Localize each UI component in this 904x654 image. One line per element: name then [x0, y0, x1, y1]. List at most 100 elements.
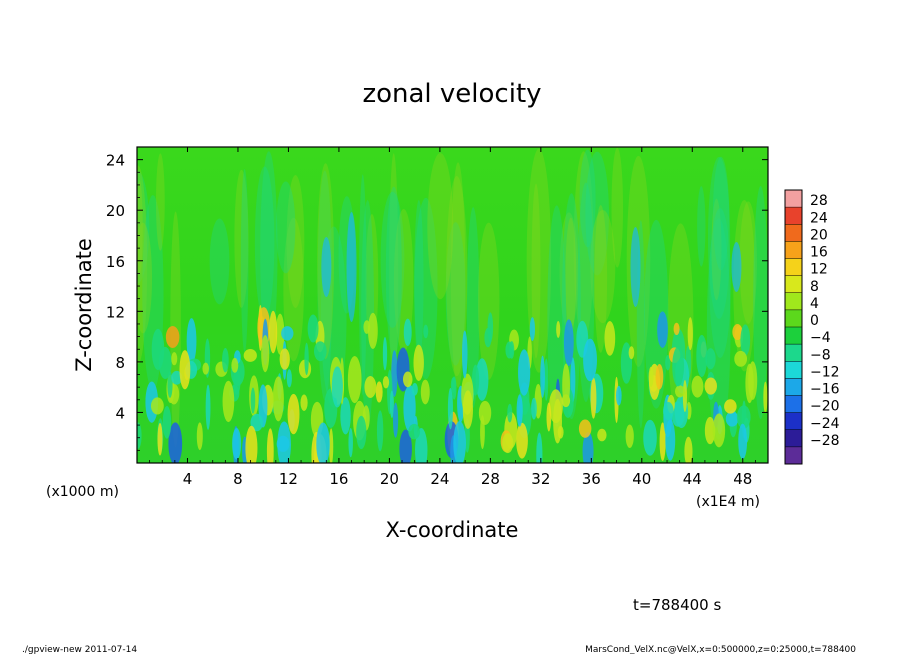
x-tick-label: 4	[183, 470, 193, 488]
field-blob	[162, 405, 172, 439]
colorbar-label: 20	[810, 227, 828, 243]
field-blob	[578, 419, 592, 438]
field-blob	[137, 422, 142, 449]
field-blob	[672, 346, 685, 387]
field-blob	[516, 394, 523, 427]
field-blob	[475, 358, 489, 401]
field-blob	[502, 433, 514, 454]
field-streak	[414, 200, 424, 364]
field-blob	[272, 376, 284, 422]
field-blob	[763, 381, 768, 414]
field-blob	[696, 334, 708, 378]
field-blob	[382, 336, 388, 371]
field-streak	[361, 200, 375, 429]
field-blob	[725, 411, 739, 427]
field-streak	[466, 207, 480, 408]
colorbar-label: 12	[810, 262, 828, 278]
y-axis: 4 8 12 16 20 24	[106, 152, 768, 451]
field-blob	[368, 312, 378, 350]
field-streak	[240, 168, 249, 353]
colorbar-swatch	[785, 292, 802, 311]
field-blob	[307, 314, 319, 343]
field-blob	[250, 413, 263, 432]
footer-right: MarsCond_VelX.nc@VelX,x=0:500000,z=0:250…	[585, 645, 856, 654]
field-blob	[403, 318, 412, 347]
x-tick-label: 20	[380, 470, 399, 488]
x-tick-label: 48	[733, 470, 752, 488]
field-blob	[316, 422, 330, 463]
colorbar-swatch	[785, 224, 802, 242]
field-streak	[380, 191, 405, 328]
field-blob	[399, 429, 412, 463]
field-blob	[269, 310, 278, 354]
field-blob	[704, 416, 716, 445]
field-blob	[687, 317, 693, 351]
field-blob	[734, 350, 748, 367]
x-tick-label: 32	[531, 470, 550, 488]
field-blob	[266, 428, 274, 463]
colorbar-label: −8	[810, 347, 831, 363]
field-blob	[674, 385, 685, 398]
field-blob	[375, 381, 383, 403]
y-tick-label: 4	[115, 404, 125, 422]
field-streak	[712, 156, 730, 271]
field-streak	[358, 174, 367, 396]
field-blob	[648, 366, 654, 387]
field-streak	[137, 165, 148, 365]
field-blob	[171, 370, 183, 385]
field-streak	[644, 219, 669, 409]
colorbar-swatch	[785, 190, 802, 208]
field-blob	[179, 350, 191, 390]
field-blob	[507, 403, 513, 423]
field-blob	[391, 350, 398, 397]
colorbar-swatch	[785, 361, 802, 379]
field-blob	[304, 342, 309, 376]
field-streak	[137, 222, 153, 334]
velocity-field	[137, 147, 768, 463]
colorbar-label: −4	[810, 330, 831, 346]
field-streak	[385, 186, 402, 358]
field-column	[630, 227, 641, 307]
field-blob	[222, 380, 235, 423]
field-blob	[250, 387, 256, 414]
field-blob	[659, 422, 666, 462]
field-blob	[665, 355, 671, 371]
colorbar-swatch	[785, 344, 802, 362]
field-blob	[451, 376, 457, 400]
field-blob	[202, 362, 209, 375]
field-blob	[222, 347, 229, 373]
field-column	[321, 237, 332, 297]
colorbar-label: 16	[810, 245, 828, 261]
field-streak	[531, 183, 541, 359]
field-blob	[480, 415, 485, 450]
field-blob	[171, 352, 178, 366]
field-blob	[402, 371, 413, 388]
field-streak	[709, 208, 731, 359]
field-streak	[739, 201, 757, 324]
field-blob	[300, 394, 308, 411]
field-blob	[732, 323, 743, 341]
field-blob	[673, 322, 680, 336]
y-tick-label: 16	[106, 253, 125, 271]
x-tick-label: 44	[683, 470, 702, 488]
field-streak	[209, 218, 230, 305]
colorbar-swatch	[785, 412, 802, 431]
field-streak	[286, 175, 305, 308]
x-tick-label: 12	[279, 470, 298, 488]
colorbar-label: 28	[810, 193, 828, 209]
field-blob	[157, 422, 163, 456]
field-blob	[563, 319, 574, 367]
colorbar-label: 0	[810, 313, 819, 329]
field-blob	[411, 383, 418, 396]
field-blob	[531, 397, 537, 420]
field-streak	[450, 162, 466, 388]
field-blob	[544, 358, 549, 401]
y-tick-label: 12	[106, 303, 125, 321]
colorbar-swatch	[785, 309, 802, 328]
field-blob	[186, 318, 197, 364]
y-axis-label: Z-coordinate	[72, 238, 96, 372]
colorbar-label: −24	[810, 416, 840, 432]
field-blob	[597, 428, 607, 442]
field-streak	[579, 149, 596, 248]
colorbar-label: −12	[810, 364, 840, 380]
